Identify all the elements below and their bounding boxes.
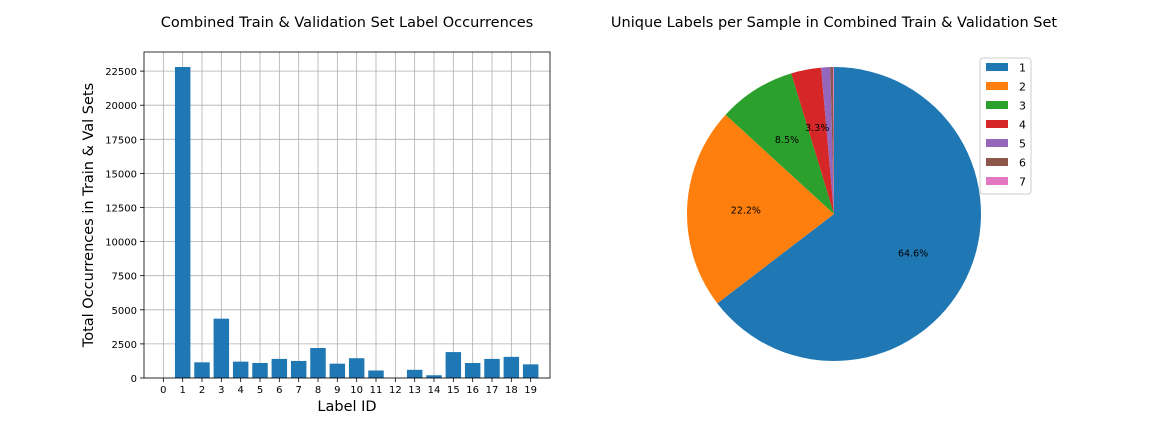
x-tick-label: 2	[199, 385, 205, 396]
x-tick-label: 5	[257, 385, 263, 396]
bar	[194, 362, 210, 378]
legend-swatch	[986, 177, 1008, 185]
y-tick-label: 5000	[112, 306, 137, 317]
bar	[290, 360, 307, 378]
legend-swatch	[986, 120, 1008, 128]
pie-chart-title: Unique Labels per Sample in Combined Tra…	[611, 15, 1057, 31]
y-tick-label: 17500	[105, 135, 137, 146]
legend-label: 6	[1019, 157, 1026, 170]
x-tick-label: 9	[334, 385, 340, 396]
bar-chart-plot-frame	[143, 51, 551, 379]
bar	[213, 318, 230, 378]
bar	[252, 362, 268, 378]
x-tick-label: 14	[428, 385, 441, 396]
legend-swatch	[986, 158, 1008, 166]
bar	[232, 361, 249, 378]
bar	[522, 364, 539, 378]
pie-chart-slices	[687, 67, 981, 361]
legend-label: 7	[1019, 176, 1026, 189]
bar-chart-title: Combined Train & Validation Set Label Oc…	[161, 15, 533, 31]
x-tick-label: 11	[370, 385, 383, 396]
pie-chart: Unique Labels per Sample in Combined Tra…	[611, 15, 1057, 361]
bar-chart-x-axis-label: Label ID	[317, 399, 376, 415]
x-tick-label: 18	[505, 385, 518, 396]
pie-value-label: 8.5%	[775, 135, 799, 146]
y-tick-label: 20000	[105, 101, 137, 112]
bar-chart-bars	[174, 67, 539, 378]
bar	[426, 375, 442, 378]
pie-slice	[687, 114, 834, 304]
bar	[174, 67, 191, 378]
bar	[406, 369, 423, 378]
x-tick-label: 1	[179, 385, 185, 396]
bar	[310, 347, 326, 378]
pie-slice	[833, 67, 834, 214]
y-tick-label: 15000	[105, 169, 137, 180]
x-tick-label: 13	[408, 385, 421, 396]
legend-swatch	[986, 82, 1008, 90]
x-tick-label: 12	[389, 385, 402, 396]
y-tick-label: 0	[131, 374, 137, 385]
legend-label: 3	[1019, 100, 1026, 113]
legend-swatch	[986, 101, 1008, 109]
bar	[464, 362, 481, 378]
x-tick-label: 8	[315, 385, 321, 396]
pie-slice	[717, 67, 981, 361]
legend-label: 4	[1019, 119, 1026, 132]
pie-slice	[821, 67, 834, 215]
pie-slice	[725, 73, 834, 214]
pie-slice	[791, 67, 834, 214]
bar	[445, 352, 462, 378]
bar-chart: Combined Train & Validation Set Label Oc…	[81, 15, 551, 415]
bar	[329, 363, 346, 378]
y-tick-label: 12500	[105, 203, 137, 214]
bar	[503, 356, 520, 378]
pie-slice	[830, 67, 834, 214]
bar-chart-x-ticks: 0 1 2 3 4 5 6 7 8 9 10 11 12 13 14 15 16 17 18 19	[160, 378, 537, 396]
bar-chart-grid	[144, 52, 550, 379]
legend-label: 2	[1019, 81, 1026, 94]
legend-label: 1	[1019, 62, 1026, 75]
pie-value-label: 22.2%	[731, 206, 761, 217]
bar	[348, 358, 365, 378]
legend-swatch	[986, 139, 1008, 147]
x-tick-label: 10	[350, 385, 363, 396]
pie-value-label: 64.6%	[898, 249, 928, 260]
x-tick-label: 16	[466, 385, 479, 396]
y-tick-label: 10000	[105, 238, 137, 249]
pie-chart-legend: 1 2 3 4 5 6 7	[979, 57, 1032, 195]
bar-chart-y-axis-label: Total Occurrences in Train & Val Sets	[81, 83, 97, 348]
bar	[271, 358, 288, 378]
x-tick-label: 19	[524, 385, 537, 396]
y-tick-label: 7500	[112, 272, 137, 283]
y-tick-label: 22500	[105, 67, 137, 78]
bar	[484, 358, 500, 378]
pie-chart-value-labels: 64.6% 22.2% 8.5% 3.3%	[731, 123, 928, 260]
pie-value-label: 3.3%	[805, 123, 829, 134]
legend-label: 5	[1019, 138, 1026, 151]
y-tick-label: 2500	[112, 340, 137, 351]
bar-chart-y-ticks: 0 2500 5000 7500 10000 12500 15000 17500 20000 22…	[105, 67, 144, 385]
x-tick-label: 6	[276, 385, 282, 396]
x-tick-label: 4	[237, 385, 243, 396]
x-tick-label: 3	[218, 385, 224, 396]
legend-swatch	[986, 63, 1008, 71]
x-tick-label: 7	[295, 385, 301, 396]
x-tick-label: 17	[486, 385, 499, 396]
x-tick-label: 0	[160, 385, 166, 396]
bar	[368, 370, 384, 378]
x-tick-label: 15	[447, 385, 460, 396]
